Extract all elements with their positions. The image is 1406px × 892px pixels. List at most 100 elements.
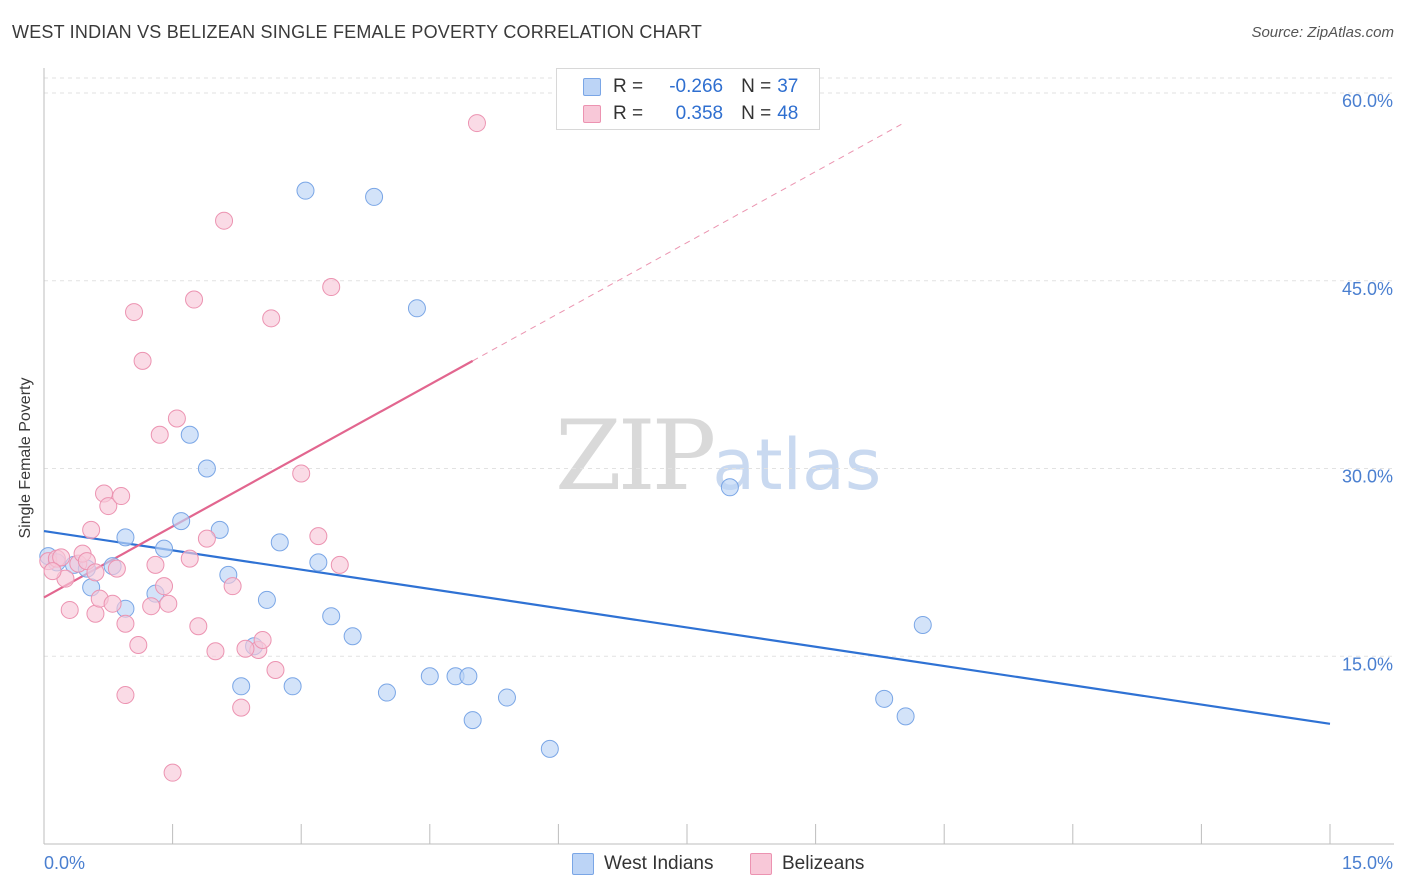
west-indians-point <box>420 667 439 686</box>
belizeans-point <box>223 577 242 596</box>
west-indians-point <box>232 677 251 696</box>
west-indians-point <box>463 711 482 730</box>
bottom-legend-label: West Indians <box>604 853 714 874</box>
legend-row-west-indians: R = -0.266 N = 37 <box>583 75 798 99</box>
west-indians-point <box>377 683 396 702</box>
y-tick-label: 60.0% <box>1342 91 1393 111</box>
legend-swatch-west-indians <box>583 78 601 96</box>
belizeans-point <box>155 577 174 596</box>
west-indians-point <box>322 607 341 626</box>
legend-n-value: 37 <box>777 76 799 97</box>
legend-n-value: 48 <box>777 103 799 124</box>
belizeans-point <box>330 555 349 574</box>
west-indians-point <box>309 553 328 572</box>
bottom-legend-belizeans: Belizeans <box>750 852 864 876</box>
belizeans-point <box>133 351 152 370</box>
chart-source: Source: ZipAtlas.com <box>1251 24 1394 41</box>
west-indians-point <box>116 528 135 547</box>
watermark: ZIPatlas <box>555 400 881 512</box>
correlation-legend: R = -0.266 N = 37 R = 0.358 N = 48 <box>556 68 820 130</box>
west-indians-point <box>197 459 216 478</box>
bottom-legend-swatch-west-indians <box>572 853 594 875</box>
tick-labels: 15.0% 30.0% 45.0% 60.0% 0.0% 15.0% <box>44 91 1393 873</box>
belizeans-point <box>236 639 255 658</box>
chart-title: WEST INDIAN VS BELIZEAN SINGLE FEMALE PO… <box>12 22 703 42</box>
belizeans-point <box>309 527 328 546</box>
bottom-legend-swatch-belizeans <box>750 853 772 875</box>
legend-swatch-belizeans <box>583 105 601 123</box>
belizeans-point <box>266 661 285 680</box>
legend-r-value: -0.266 <box>669 76 724 97</box>
belizeans-point <box>86 604 105 623</box>
belizeans-point <box>82 520 101 539</box>
belizeans-trend-extension <box>472 123 902 362</box>
west-indians-point <box>257 590 276 609</box>
y-tick-label: 30.0% <box>1342 467 1393 487</box>
belizeans-point <box>107 559 126 578</box>
legend-n-label: N = <box>741 103 772 124</box>
belizeans-point <box>292 464 311 483</box>
belizeans-point <box>112 487 131 506</box>
west-indians-point <box>407 299 426 318</box>
bottom-legend-label: Belizeans <box>782 853 865 874</box>
legend-row-belizeans: R = 0.358 N = 48 <box>583 102 798 126</box>
data-points <box>39 114 932 782</box>
belizeans-point <box>142 597 161 616</box>
belizeans-point <box>167 409 186 428</box>
x-tick-label: 0.0% <box>44 853 85 873</box>
x-tick-label: 15.0% <box>1342 853 1393 873</box>
watermark-zip: ZIP <box>555 400 716 512</box>
bottom-legend-west-indians: West Indians <box>572 852 713 876</box>
belizeans-point <box>125 303 144 322</box>
west-indians-point <box>270 533 289 552</box>
belizeans-point <box>189 617 208 636</box>
belizeans-point <box>116 614 135 633</box>
belizeans-point <box>253 630 272 649</box>
belizeans-point <box>215 211 234 230</box>
west-indians-point <box>896 707 915 726</box>
west-indians-point <box>875 689 894 708</box>
west-indians-point <box>343 627 362 646</box>
west-indians-point <box>180 425 199 444</box>
legend-r-label: R = <box>613 103 644 124</box>
legend-r-label: R = <box>613 76 644 97</box>
west-indians-point <box>296 181 315 200</box>
west-indians-point <box>720 478 739 497</box>
west-indians-point <box>540 739 559 758</box>
belizeans-point <box>197 529 216 548</box>
belizeans-point <box>103 594 122 613</box>
west-indians-point <box>497 688 516 707</box>
belizeans-point <box>232 698 251 717</box>
axes <box>43 68 1394 845</box>
belizeans-point <box>322 278 341 297</box>
watermark-atlas: atlas <box>712 424 882 506</box>
y-tick-label: 15.0% <box>1342 654 1393 674</box>
trend-lines <box>43 123 1331 725</box>
belizeans-point <box>180 549 199 568</box>
legend-r-value: 0.358 <box>675 103 724 124</box>
west-indians-point <box>283 677 302 696</box>
west-indians-point <box>365 187 384 206</box>
belizeans-point <box>129 635 148 654</box>
west-indians-point <box>210 520 229 539</box>
y-tick-label: 45.0% <box>1342 279 1393 299</box>
west-indians-point <box>155 539 174 558</box>
west-indians-point <box>172 512 191 531</box>
belizeans-point <box>163 763 182 782</box>
west-indians-point <box>459 667 478 686</box>
west-indians-trend-line <box>43 530 1331 725</box>
belizeans-point <box>60 600 79 619</box>
belizeans-point <box>159 594 178 613</box>
grid-lines <box>44 77 1394 657</box>
belizeans-point <box>43 562 62 581</box>
belizeans-point <box>150 425 169 444</box>
belizeans-point <box>467 114 486 133</box>
west-indians-point <box>913 615 932 634</box>
belizeans-point <box>185 290 204 309</box>
belizeans-point <box>99 497 118 516</box>
legend-n-label: N = <box>741 76 772 97</box>
belizeans-point <box>116 686 135 705</box>
belizeans-point <box>146 555 165 574</box>
belizeans-point <box>206 642 225 661</box>
